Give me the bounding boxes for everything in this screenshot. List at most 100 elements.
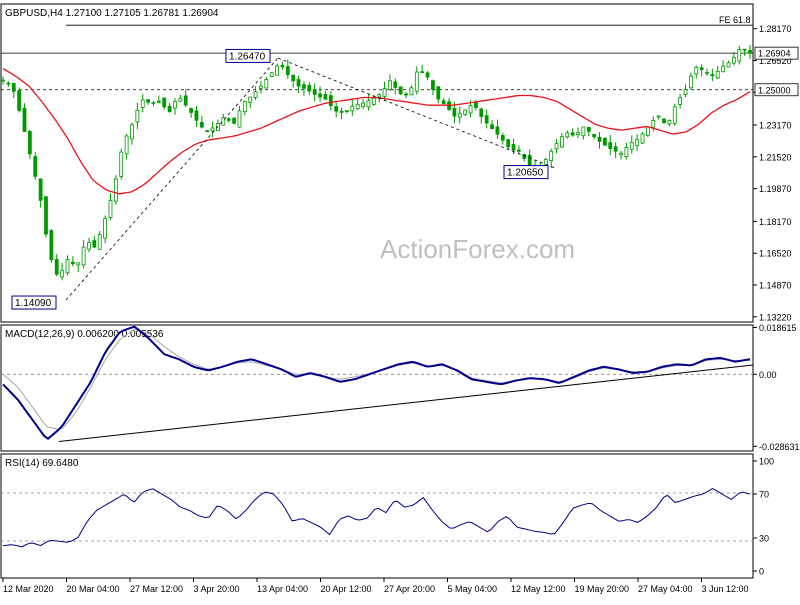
candle-body — [597, 136, 602, 142]
candle-body — [103, 218, 108, 239]
rsi-tick-label: 30 — [759, 534, 769, 544]
candle-body — [683, 89, 688, 95]
x-tick-label: 12 Mar 2020 — [3, 584, 54, 594]
level-label-fe: FE 61.8 — [719, 15, 751, 25]
candle-body — [76, 262, 81, 266]
moving-average-line — [2, 68, 751, 195]
candle-body — [726, 62, 731, 68]
candle-body — [570, 132, 575, 136]
candle-body — [414, 71, 419, 92]
rsi-tick-label: 0 — [759, 567, 764, 577]
candle-body — [291, 74, 296, 82]
candles — [1, 44, 752, 281]
rsi-pane: RSI(14) 69.6480 100 70 30 0 — [0, 453, 774, 579]
candle-body — [264, 79, 269, 89]
price-tick-label: 1.18170 — [759, 217, 792, 227]
candle-body — [645, 126, 650, 136]
candle-body — [345, 110, 349, 113]
x-tick-label: 19 May 20:00 — [575, 584, 630, 594]
candle-body — [167, 105, 172, 113]
candle-body — [640, 133, 645, 144]
candle-body — [87, 242, 91, 250]
x-axis: 12 Mar 2020 20 Mar 04:00 27 Mar 12:00 3 Apr… — [2, 578, 749, 594]
price-tick-label: 1.28170 — [759, 24, 792, 34]
candle-body — [173, 101, 177, 109]
candle-body — [151, 102, 156, 105]
price-tick-label: 1.21520 — [759, 152, 792, 162]
macd-trendline — [58, 364, 754, 442]
price-annotation-box — [11, 295, 57, 310]
candle-body — [135, 109, 140, 123]
candle-body — [500, 135, 505, 141]
macd-line — [2, 325, 751, 440]
candle-body — [656, 115, 661, 118]
candle-body — [479, 108, 484, 117]
price-levels: FE 61.8 — [1, 15, 753, 91]
price-annotation-box — [503, 165, 549, 180]
x-tick-label: 20 Apr 12:00 — [321, 584, 372, 594]
candle-body — [517, 149, 521, 152]
candle-body — [721, 65, 726, 73]
candle-body — [162, 97, 167, 108]
x-tick-label: 27 May 04:00 — [638, 584, 693, 594]
candle-body — [581, 126, 586, 137]
macd-pane-frame — [0, 324, 754, 452]
rsi-y-axis: 100 70 30 0 — [753, 457, 774, 577]
candle-body — [436, 86, 441, 100]
level-price-label: 1.26904 — [758, 49, 791, 59]
candle-body — [350, 105, 355, 112]
candle-body — [205, 130, 210, 133]
candle-body — [312, 89, 317, 95]
candle-body — [484, 115, 489, 124]
candle-body — [17, 90, 22, 111]
candle-body — [339, 110, 344, 113]
candle-body — [210, 127, 215, 132]
candle-body — [667, 119, 672, 125]
candle-body — [194, 110, 199, 121]
candle-body — [629, 142, 634, 150]
candle-body — [259, 85, 263, 89]
candle-body — [511, 144, 516, 151]
candle-body — [328, 95, 333, 107]
candle-body — [554, 143, 559, 150]
candle-body — [420, 71, 425, 74]
candle-body — [404, 93, 408, 96]
x-tick-label: 13 Apr 04:00 — [257, 584, 308, 594]
candle-body — [355, 103, 360, 110]
trendline-down — [277, 57, 556, 169]
price-tick-label: 1.14870 — [759, 280, 792, 290]
candle-body — [382, 88, 387, 97]
macd-pane: MACD(12,26,9) 0.006200 0.005536 0.018615… — [0, 323, 800, 452]
candle-body — [156, 100, 161, 103]
candle-body — [398, 86, 403, 95]
candle-body — [705, 72, 709, 74]
level-price-box — [754, 46, 799, 60]
candle-body — [737, 49, 742, 62]
candle-body — [608, 142, 613, 150]
candle-body — [307, 84, 312, 92]
candle-body — [178, 97, 183, 102]
candle-body — [199, 121, 204, 128]
candle-body — [377, 94, 382, 98]
candle-body — [715, 71, 720, 79]
candle-body — [189, 108, 193, 113]
candle-body — [248, 96, 253, 103]
candle-body — [742, 48, 747, 51]
candle-body — [748, 49, 752, 54]
candle-body — [269, 72, 274, 77]
candle-body — [38, 178, 43, 201]
candle-body — [54, 258, 59, 275]
candle-body — [97, 234, 102, 250]
candle-body — [253, 91, 258, 98]
candle-body — [409, 87, 414, 96]
price-tick-label: 1.26520 — [759, 56, 792, 66]
candle-body — [280, 64, 285, 68]
candle-body — [366, 100, 371, 108]
price-annotation-label: 1.26470 — [229, 51, 266, 62]
candle-body — [22, 107, 27, 132]
candle-body — [602, 138, 607, 146]
candle-body — [662, 118, 666, 124]
